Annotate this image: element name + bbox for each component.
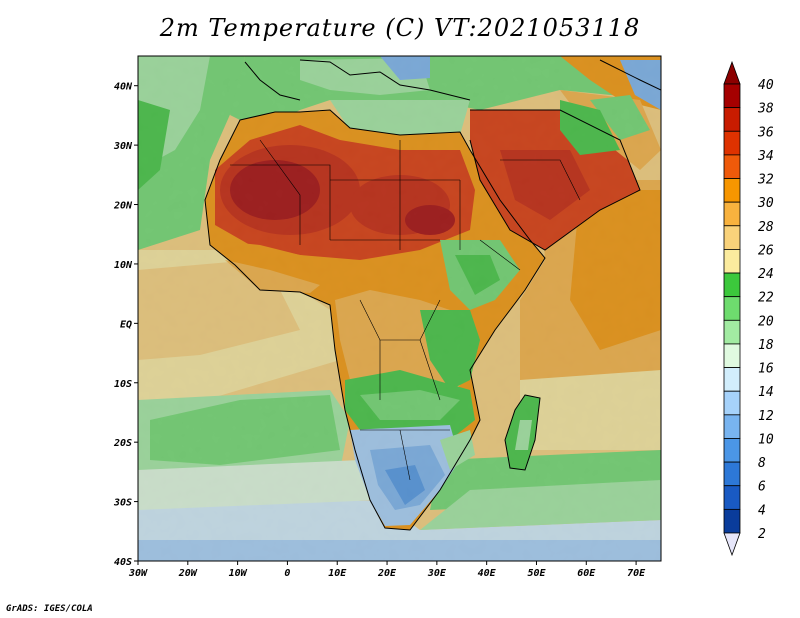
longitude-axis: 30W 20W 10W 0 10E 20E 30E 40E 50E 60E 70E <box>128 561 646 579</box>
colorbar-label: 26 <box>758 243 774 258</box>
lon-tick-label: 40E <box>478 568 497 579</box>
country-borders <box>230 139 581 481</box>
map-title: 2m Temperature (C) VT:2021053118 <box>159 14 641 42</box>
lon-tick-label: 30W <box>128 568 148 579</box>
lat-tick-label: 10N <box>114 260 133 271</box>
lat-tick-label: 30S <box>113 498 132 509</box>
texture-overlay <box>138 56 661 561</box>
colorbar-label: 18 <box>758 338 774 353</box>
colorbar-swatch <box>723 485 741 510</box>
colorbar-swatch <box>723 343 741 368</box>
lon-tick-label: 30E <box>427 568 447 579</box>
colorbar-label: 10 <box>758 432 774 447</box>
colorbar-label: 8 <box>758 456 766 471</box>
colorbar-swatch <box>723 130 741 156</box>
colorbar-bottom-arrow <box>723 532 741 557</box>
lon-tick-label: 20W <box>178 568 198 579</box>
colorbar-label: 38 <box>757 102 774 117</box>
lon-tick-label: 10E <box>328 568 347 579</box>
map-frame <box>137 55 662 562</box>
lat-tick-label: 30N <box>113 141 133 152</box>
colorbar-swatch <box>723 107 741 132</box>
lon-tick-label: 60E <box>577 568 596 579</box>
lat-tick-label: EQ <box>120 319 132 330</box>
colorbar-label: 20 <box>758 314 774 329</box>
colorbar-label: 2 <box>758 527 766 542</box>
colorbar-swatch <box>723 178 741 203</box>
lat-tick-label: 20N <box>113 201 133 212</box>
lat-tick-label: 40S <box>114 557 132 568</box>
colorbar-label: 28 <box>758 220 774 235</box>
colorbar-swatch <box>723 225 741 250</box>
colorbar-swatch <box>723 508 741 534</box>
colorbar-swatch <box>723 83 741 109</box>
coastlines <box>204 59 661 531</box>
latitude-axis: 40N 30N 20N 10N EQ 10S 20S 30S 40S <box>113 82 138 568</box>
colorbar-label: 4 <box>758 503 766 518</box>
colorbar-label: 12 <box>758 409 774 424</box>
colorbar-swatch <box>723 296 741 321</box>
lon-tick-label: 70E <box>627 568 646 579</box>
colorbar-swatch <box>723 154 741 179</box>
lat-tick-label: 20S <box>113 438 132 449</box>
footer-credit: GrADS: IGES/COLA <box>6 604 93 614</box>
lon-tick-label: 0 <box>284 568 290 579</box>
lon-tick-label: 10W <box>229 568 248 579</box>
colorbar-label: 36 <box>757 125 774 140</box>
colorbar-top-arrow <box>723 60 741 85</box>
colorbar-label: 32 <box>757 173 774 188</box>
colorbar-swatch <box>723 461 741 487</box>
lon-tick-label: 20E <box>377 568 397 579</box>
colorbar-swatch <box>723 249 741 274</box>
colorbar-swatch <box>723 414 741 439</box>
lat-tick-label: 10S <box>114 379 132 390</box>
colorbar-label: 14 <box>758 385 774 400</box>
colorbar-label: 34 <box>757 149 774 164</box>
colorbar-label: 6 <box>758 480 766 495</box>
colorbar-swatch <box>723 201 741 227</box>
colorbar-label: 24 <box>758 267 774 282</box>
colorbar-label: 40 <box>758 78 774 93</box>
colorbar: 40 38 36 34 32 30 28 26 24 22 20 18 16 14 12 10 8 6 4 2 <box>723 60 774 557</box>
colorbar-label: 30 <box>757 196 774 211</box>
lat-tick-label: 40N <box>114 82 133 93</box>
colorbar-swatch <box>723 438 741 463</box>
lon-tick-label: 50E <box>527 568 546 579</box>
colorbar-label: 16 <box>758 362 774 377</box>
colorbar-swatch <box>723 367 741 392</box>
colorbar-label: 22 <box>758 291 774 306</box>
colorbar-swatch <box>723 390 741 416</box>
colorbar-swatch <box>723 319 741 345</box>
colorbar-swatch <box>723 272 741 298</box>
